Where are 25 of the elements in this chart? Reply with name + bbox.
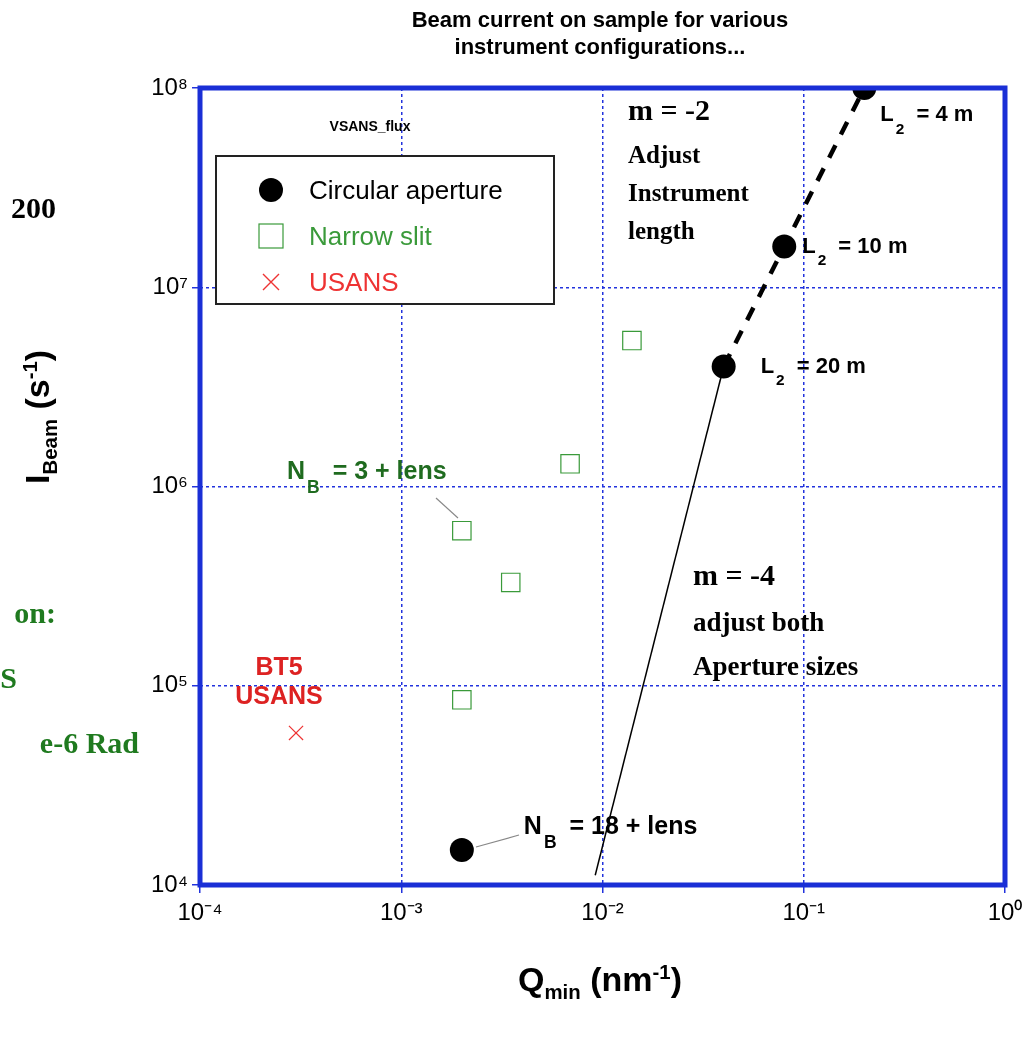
annotation: Adjust Instrument length: [628, 141, 750, 245]
annotation: adjust both Aperture sizes: [693, 606, 859, 681]
text: 200: [11, 190, 56, 224]
y-tick-label: 10⁸: [151, 72, 188, 100]
x-tick-label: 10⁻¹: [782, 898, 826, 926]
text: on:: [14, 595, 57, 629]
legend-label: Circular aperture: [309, 174, 503, 206]
text: S: [0, 660, 17, 694]
annotation: m = -2: [628, 92, 711, 126]
y-tick-label: 10⁵: [151, 670, 188, 698]
legend-label: USANS: [309, 266, 399, 298]
y-tick-label: 10⁷: [152, 271, 188, 299]
x-tick-label: 10⁰: [987, 898, 1023, 926]
chart-title: Beam current on sample for various instrument configurations...: [410, 6, 790, 60]
x-axis-title: Q$_{min}$ (nm$^{-1}$): [517, 960, 683, 1004]
y-tick-label: 10⁶: [151, 471, 188, 499]
x-tick-label: 10⁻³: [379, 898, 423, 926]
y-tick-label: 10⁴: [150, 869, 188, 897]
text: e-6 Rad: [39, 725, 140, 759]
annotation: m = -4: [693, 557, 776, 591]
annotation: BT5 USANS: [235, 651, 323, 709]
x-tick-label: 10⁻⁴: [177, 898, 223, 926]
legend-label: Narrow slit: [309, 220, 432, 252]
annotation: VSANS_flux: [329, 117, 411, 134]
x-tick-label: 10⁻²: [581, 898, 624, 926]
